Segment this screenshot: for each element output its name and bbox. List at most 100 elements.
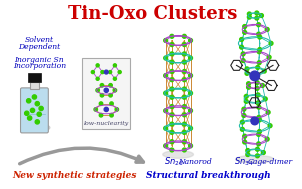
- Circle shape: [265, 137, 269, 141]
- Circle shape: [96, 77, 99, 80]
- Circle shape: [251, 117, 259, 125]
- Text: $\mathit{Sn}_{26}$: $\mathit{Sn}_{26}$: [164, 156, 183, 168]
- Circle shape: [101, 70, 104, 74]
- Circle shape: [243, 25, 247, 28]
- Circle shape: [241, 52, 245, 56]
- Circle shape: [96, 88, 99, 92]
- Circle shape: [113, 64, 116, 67]
- Circle shape: [115, 108, 118, 111]
- Circle shape: [255, 154, 259, 158]
- Text: low-nuclearity: low-nuclearity: [84, 121, 129, 126]
- Circle shape: [255, 81, 259, 84]
- Circle shape: [267, 55, 271, 59]
- Circle shape: [164, 144, 168, 148]
- Circle shape: [118, 70, 121, 74]
- Circle shape: [268, 124, 272, 128]
- Circle shape: [243, 30, 247, 34]
- Circle shape: [255, 87, 259, 90]
- Circle shape: [109, 84, 112, 87]
- Circle shape: [257, 142, 261, 146]
- FancyBboxPatch shape: [21, 88, 48, 133]
- Text: Solvent: Solvent: [25, 36, 54, 44]
- Bar: [28, 73, 41, 82]
- Circle shape: [257, 50, 261, 54]
- Circle shape: [113, 77, 116, 80]
- Text: $\mathit{Sn}_{34}$: $\mathit{Sn}_{34}$: [234, 156, 253, 168]
- Circle shape: [170, 60, 174, 64]
- Circle shape: [245, 71, 249, 75]
- Circle shape: [255, 147, 259, 151]
- Circle shape: [259, 14, 263, 17]
- Text: New synthetic strategies: New synthetic strategies: [12, 171, 137, 180]
- Ellipse shape: [236, 155, 274, 163]
- Circle shape: [96, 64, 99, 67]
- Circle shape: [242, 114, 246, 117]
- Circle shape: [247, 15, 251, 19]
- FancyArrowPatch shape: [20, 148, 143, 164]
- Text: Tin-Oxo Clusters: Tin-Oxo Clusters: [68, 5, 237, 23]
- Circle shape: [39, 106, 43, 111]
- Circle shape: [257, 115, 261, 119]
- Circle shape: [170, 34, 174, 38]
- Circle shape: [170, 52, 174, 56]
- Circle shape: [240, 120, 244, 124]
- Circle shape: [244, 94, 248, 98]
- Circle shape: [100, 84, 104, 87]
- Circle shape: [182, 140, 186, 144]
- Circle shape: [262, 151, 265, 154]
- Circle shape: [242, 107, 246, 111]
- Text: Inorganic Sn: Inorganic Sn: [14, 56, 64, 64]
- Circle shape: [246, 149, 250, 152]
- Circle shape: [104, 70, 108, 74]
- Circle shape: [247, 85, 250, 89]
- Circle shape: [182, 130, 186, 134]
- Circle shape: [182, 148, 186, 152]
- Circle shape: [170, 78, 174, 82]
- Circle shape: [104, 88, 108, 92]
- Bar: [82, 58, 130, 129]
- Circle shape: [256, 66, 260, 69]
- Circle shape: [189, 39, 192, 42]
- Circle shape: [164, 39, 168, 42]
- Circle shape: [189, 74, 192, 77]
- Circle shape: [258, 118, 262, 122]
- Circle shape: [108, 70, 112, 74]
- Circle shape: [170, 105, 174, 108]
- Circle shape: [27, 99, 31, 103]
- Circle shape: [243, 140, 247, 144]
- Circle shape: [257, 105, 261, 109]
- Text: Nanorod: Nanorod: [178, 158, 212, 166]
- Circle shape: [266, 110, 270, 114]
- Circle shape: [247, 12, 251, 16]
- Circle shape: [100, 94, 104, 97]
- Circle shape: [31, 108, 35, 112]
- Circle shape: [189, 126, 192, 130]
- Circle shape: [170, 87, 174, 91]
- Circle shape: [99, 102, 103, 105]
- Circle shape: [37, 112, 41, 116]
- Circle shape: [182, 105, 186, 108]
- Circle shape: [182, 52, 186, 56]
- Circle shape: [182, 43, 186, 46]
- Circle shape: [265, 28, 269, 31]
- Circle shape: [246, 153, 250, 156]
- Circle shape: [182, 87, 186, 91]
- Circle shape: [258, 35, 262, 39]
- Ellipse shape: [163, 151, 194, 158]
- Circle shape: [91, 70, 95, 74]
- Circle shape: [170, 113, 174, 117]
- Text: Cage-dimer: Cage-dimer: [248, 158, 293, 166]
- Circle shape: [170, 130, 174, 134]
- Circle shape: [189, 91, 192, 95]
- Circle shape: [256, 101, 260, 105]
- Circle shape: [240, 38, 243, 41]
- Circle shape: [258, 130, 262, 133]
- Text: Structural breakthrough: Structural breakthrough: [146, 171, 271, 180]
- Circle shape: [189, 56, 192, 60]
- Circle shape: [27, 116, 32, 120]
- Circle shape: [256, 73, 260, 77]
- Circle shape: [35, 101, 39, 106]
- Circle shape: [110, 102, 113, 105]
- Circle shape: [241, 59, 245, 63]
- Circle shape: [258, 48, 262, 51]
